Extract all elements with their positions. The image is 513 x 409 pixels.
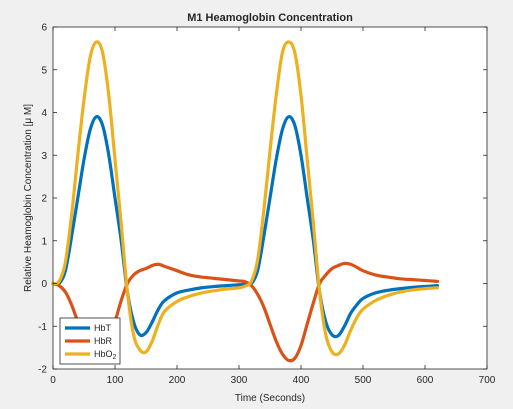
x-axis-label: Time (Seconds) <box>235 393 305 404</box>
x-tick-label: 0 <box>50 375 56 386</box>
y-axis-label: Relative Heamoglobin Concentration [μ M] <box>23 104 34 292</box>
legend-label-hbo2: HbO2 <box>94 349 117 361</box>
legend-label-hbt: HbT <box>94 323 112 333</box>
y-tick-label: 0 <box>41 279 47 290</box>
x-tick-label: 400 <box>293 375 310 386</box>
x-tick-label: 500 <box>355 375 372 386</box>
x-tick-label: 300 <box>231 375 248 386</box>
y-tick-label: 3 <box>41 151 47 162</box>
y-tick-label: -1 <box>38 322 47 333</box>
y-tick-label: 1 <box>41 236 47 247</box>
y-tick-label: -2 <box>38 365 47 376</box>
y-tick-label: 5 <box>41 65 47 76</box>
x-tick-label: 600 <box>417 375 434 386</box>
legend: HbT HbR HbO2 <box>59 317 121 365</box>
series-line-hbo2 <box>51 40 439 357</box>
y-tick-label: 4 <box>41 108 47 119</box>
y-tick-label: 6 <box>41 23 47 34</box>
x-tick-label: 200 <box>169 375 186 386</box>
legend-label-hbr: HbR <box>94 336 113 346</box>
x-tick-label: 700 <box>479 375 496 386</box>
x-tick-label: 100 <box>107 375 124 386</box>
y-tick-label: 2 <box>41 194 47 205</box>
ticks: 0 100 200 300 400 500 600 700 -2 -1 0 1 2 3 4 5 6 <box>38 23 496 387</box>
chart-title: M1 Heamoglobin Concentration <box>187 12 353 24</box>
